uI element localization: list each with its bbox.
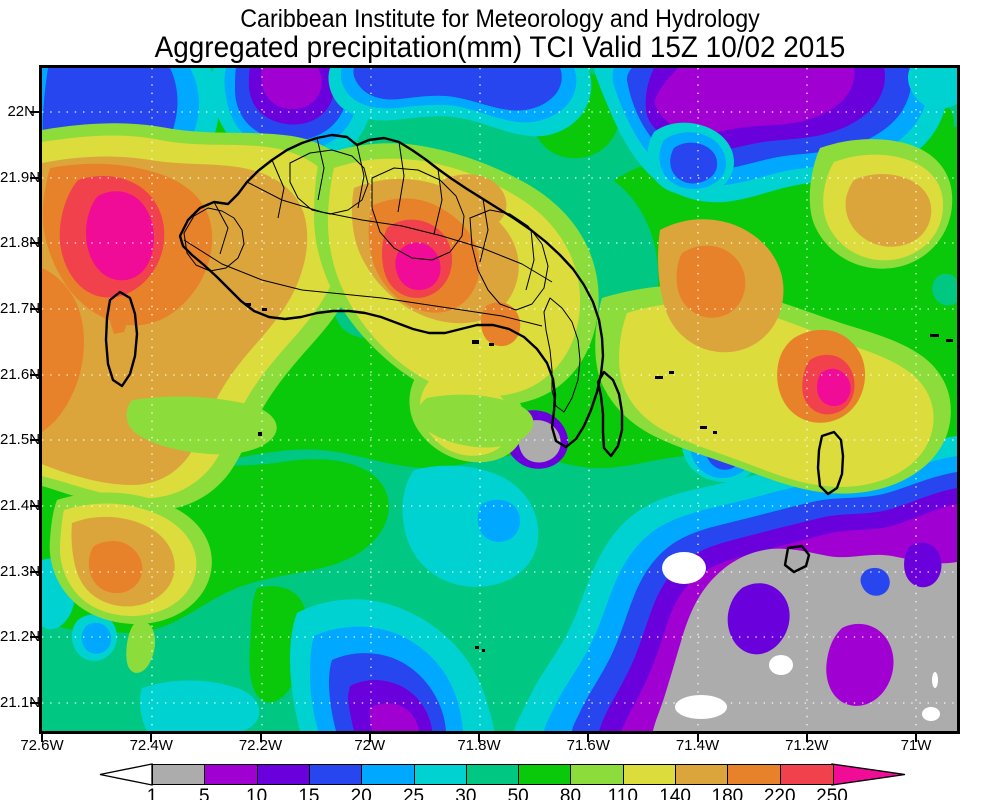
lon-tick-label: 71.6W	[566, 737, 610, 754]
colorbar-cell	[675, 764, 729, 785]
colorbar-cell	[727, 764, 782, 785]
lon-tick-mark	[41, 734, 43, 742]
lat-tick-mark	[30, 111, 39, 113]
colorbar-cell	[465, 764, 520, 785]
lat-tick-label: 21.4N	[0, 496, 41, 514]
lat-tick-mark	[30, 504, 39, 507]
lon-tick-mark	[915, 734, 917, 742]
colorbar-value-label: 140	[659, 786, 691, 800]
page-subtitle: Aggregated precipitation(mm) TCI Valid 1…	[154, 31, 846, 64]
lat-tick-label: 21.6N	[0, 365, 41, 383]
lon-tick-label: 71W	[900, 737, 932, 754]
lat-tick-mark	[30, 307, 39, 310]
colorbar-value-label: 15	[298, 786, 320, 800]
colorbar-value-label: 5	[199, 786, 210, 800]
lon-tick-mark	[478, 734, 480, 742]
lat-tick-label: 21.5N	[0, 431, 41, 449]
colorbar-cell	[308, 764, 363, 785]
lat-tick-label: 21.1N	[0, 693, 41, 711]
page-title: Caribbean Institute for Meteorology and …	[240, 5, 760, 33]
colorbar-left-arrow	[99, 763, 153, 786]
colorbar-value-label: 30	[455, 786, 477, 800]
lat-tick-label: 21.3N	[0, 562, 41, 580]
lon-tick-label: 72.4W	[129, 737, 173, 754]
colorbar-value-label: 1	[146, 786, 158, 800]
colorbar-cell	[256, 764, 311, 785]
small-cays	[245, 303, 953, 652]
lat-tick-mark	[30, 636, 39, 639]
lat-tick-mark	[30, 570, 39, 573]
lon-tick-label: 71.8W	[457, 737, 501, 754]
colorbar-value-label: 25	[402, 786, 425, 800]
colorbar-value-label: 110	[607, 786, 638, 800]
lat-tick-mark	[30, 439, 39, 442]
colorbar-cell	[361, 764, 416, 785]
colorbar-value-label: 20	[350, 786, 372, 800]
colorbar-value-label: 50	[507, 786, 529, 800]
lat-tick-mark	[30, 242, 39, 245]
colorbar-cell	[570, 764, 625, 785]
colorbar-cell	[413, 764, 468, 785]
precipitation-map	[42, 68, 957, 731]
colorbar-value-label: 10	[246, 786, 268, 800]
colorbar-cell	[518, 764, 572, 785]
lat-tick-label: 21.2N	[0, 628, 41, 646]
lon-tick-mark	[696, 734, 699, 742]
colorbar-value-label: 180	[711, 786, 744, 800]
colorbar-right-arrow	[831, 763, 906, 786]
colorbar-cell	[622, 764, 677, 785]
lat-tick-label: 21.7N	[0, 299, 41, 317]
lat-tick-mark	[30, 176, 39, 179]
lat-tick-mark	[30, 373, 39, 376]
lon-tick-label: 72.6W	[20, 737, 64, 754]
lat-tick-label: 21.9N	[0, 168, 41, 186]
lon-tick-label: 71.2W	[785, 737, 829, 754]
lat-tick-label: 22N	[7, 103, 35, 120]
colorbar-cell	[779, 764, 834, 785]
colorbar-cell	[152, 764, 206, 785]
lat-tick-mark	[30, 701, 39, 704]
colorbar-value-label: 80	[559, 786, 582, 800]
colorbar-cell	[204, 764, 259, 785]
lon-tick-label: 72.2W	[238, 737, 283, 754]
lon-tick-mark	[805, 734, 808, 742]
colorbar-arrows	[99, 763, 906, 786]
lon-tick-label: 72W	[354, 737, 386, 754]
colorbar-value-label: 250	[816, 786, 848, 800]
lon-tick-mark	[368, 734, 371, 742]
lon-tick-label: 71.4W	[675, 737, 720, 754]
lon-tick-mark	[150, 734, 153, 742]
lat-tick-label: 21.8N	[0, 234, 41, 252]
lon-tick-mark	[587, 734, 590, 742]
lon-tick-mark	[259, 734, 262, 742]
island-outlines	[104, 133, 953, 652]
colorbar-value-label: 220	[763, 786, 796, 800]
